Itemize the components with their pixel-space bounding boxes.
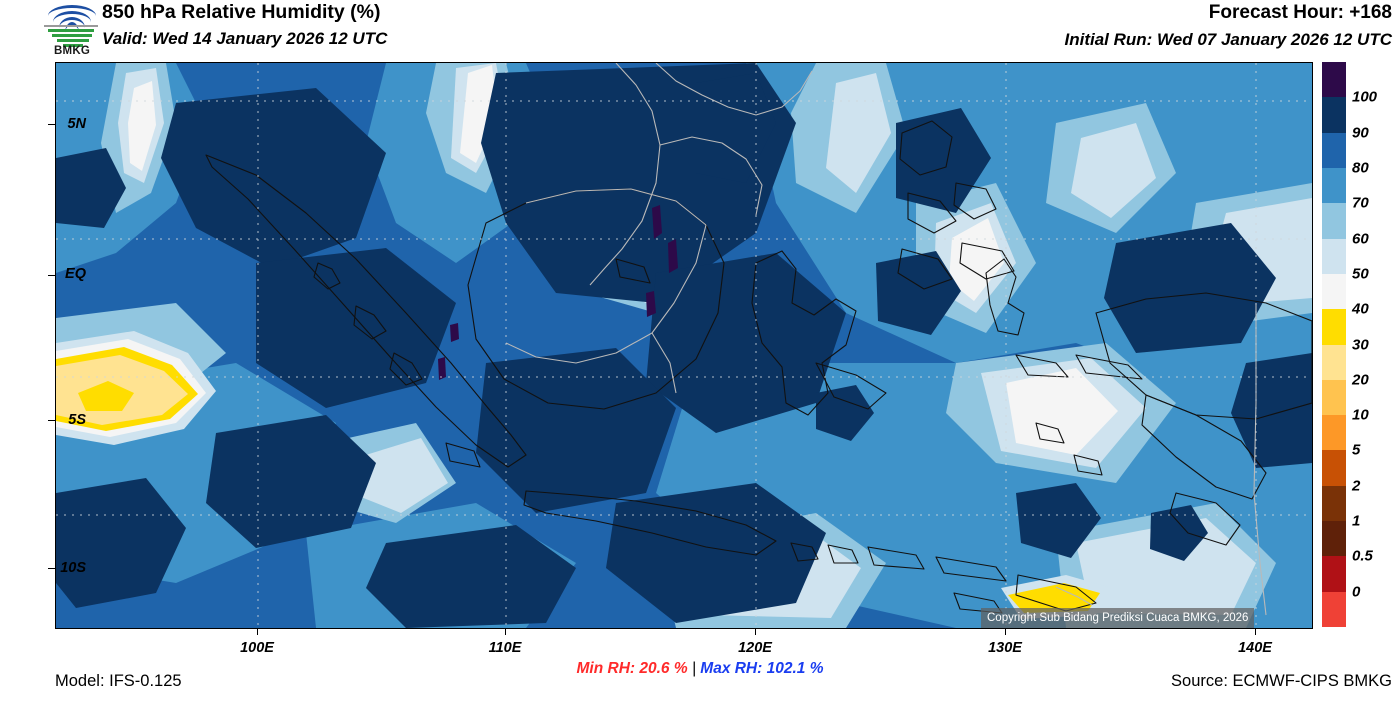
colorbar-swatch-red	[1322, 591, 1346, 627]
model-label: Model: IFS-0.125	[55, 672, 182, 690]
colorbar-swatch-dark-red	[1322, 556, 1346, 592]
colorbar-tick-2: 2	[1352, 477, 1361, 495]
lon-tick-110e	[505, 628, 506, 635]
colorbar-tick-0-5: 0.5	[1352, 547, 1373, 565]
logo-land-bands	[46, 27, 96, 47]
lon-tick-130e	[1005, 628, 1006, 635]
colorbar-tick-90: 90	[1352, 124, 1369, 142]
source-label: Source: ECMWF-CIPS BMKG	[1171, 672, 1392, 690]
lat-tick-eq	[48, 275, 55, 276]
colorbar-swatch-dark-navy	[1322, 97, 1346, 133]
colorbar-tick-10: 10	[1352, 406, 1369, 424]
colorbar-tick-0: 0	[1352, 583, 1361, 601]
colorbar-tick-20: 20	[1352, 371, 1369, 389]
colorbar-swatch-light-blue	[1322, 203, 1346, 239]
lat-label-eq: EQ	[65, 266, 86, 282]
colorbar-swatch-brown	[1322, 485, 1346, 522]
copyright-watermark: Copyright Sub Bidang Prediksi Cuaca BMKG…	[981, 608, 1255, 628]
colorbar-swatch-blue	[1322, 132, 1346, 168]
stats-separator: |	[691, 660, 696, 677]
header: BMKG 850 hPa Relative Humidity (%) Valid…	[0, 0, 1400, 60]
lon-tick-100e	[257, 628, 258, 635]
lon-label-110e: 110E	[488, 640, 522, 656]
min-rh-label: Min RH: 20.6 %	[576, 660, 688, 677]
colorbar-swatch-pale-blue	[1322, 238, 1346, 274]
colorbar-swatch-medium-blue	[1322, 167, 1346, 204]
lon-label-140e: 140E	[1238, 640, 1272, 656]
colorbar-tick-60: 60	[1352, 230, 1369, 248]
lat-label-5n: 5N	[67, 116, 86, 132]
lat-tick-5s	[48, 420, 55, 421]
lat-label-10s: 10S	[60, 560, 86, 576]
colorbar-tick-80: 80	[1352, 159, 1369, 177]
lat-tick-10s	[48, 568, 55, 569]
colorbar-swatch-pale-yellow	[1322, 344, 1346, 380]
forecast-hour-label: Forecast Hour: +168	[1208, 2, 1392, 23]
colorbar-swatch-off-white	[1322, 273, 1346, 310]
colorbar-tick-50: 50	[1352, 265, 1369, 283]
max-rh-label: Max RH: 102.1 %	[700, 660, 824, 677]
valid-time-label: Valid: Wed 14 January 2026 12 UTC	[102, 29, 388, 48]
colorbar-swatch-dark-brown	[1322, 521, 1346, 557]
colorbar-tick-30: 30	[1352, 336, 1369, 353]
colorbar-swatch-burnt-orange	[1322, 450, 1346, 486]
lon-label-130e: 130E	[988, 640, 1022, 656]
colorbar-tick-1: 1	[1352, 512, 1361, 530]
lon-tick-120e	[755, 628, 756, 635]
bmkg-logo-icon: BMKG	[40, 3, 102, 59]
colorbar-tick-70: 70	[1352, 194, 1369, 212]
colorbar[interactable]	[1322, 62, 1346, 627]
colorbar-swatch-orange	[1322, 415, 1346, 451]
lon-tick-140e	[1255, 628, 1256, 635]
lat-tick-5n	[48, 124, 55, 125]
lat-label-5s: 5S	[68, 412, 86, 428]
humidity-contour-field	[56, 63, 1312, 628]
colorbar-swatch-light-orange	[1322, 379, 1346, 416]
rh-stats: Min RH: 20.6 % | Max RH: 102.1 %	[0, 660, 1400, 678]
page-title: 850 hPa Relative Humidity (%)	[102, 1, 381, 23]
logo-sky-arcs	[48, 5, 96, 27]
colorbar-tick-5: 5	[1352, 441, 1361, 459]
colorbar-swatch-yellow	[1322, 309, 1346, 345]
humidity-map[interactable]: Copyright Sub Bidang Prediksi Cuaca BMKG…	[55, 62, 1313, 629]
colorbar-labels: 0 0.5 1 2 5 10 20 30 40 50 60 70 80 90 100	[1352, 62, 1400, 627]
colorbar-tick-40: 40	[1352, 300, 1369, 318]
logo-divider	[44, 25, 98, 27]
colorbar-swatch-deep-purple	[1322, 62, 1346, 98]
logo-wordmark: BMKG	[54, 45, 90, 57]
lon-label-100e: 100E	[240, 640, 274, 656]
initial-run-label: Initial Run: Wed 07 January 2026 12 UTC	[1064, 30, 1392, 49]
colorbar-tick-100: 100	[1352, 88, 1378, 106]
lon-label-120e: 120E	[738, 640, 772, 656]
